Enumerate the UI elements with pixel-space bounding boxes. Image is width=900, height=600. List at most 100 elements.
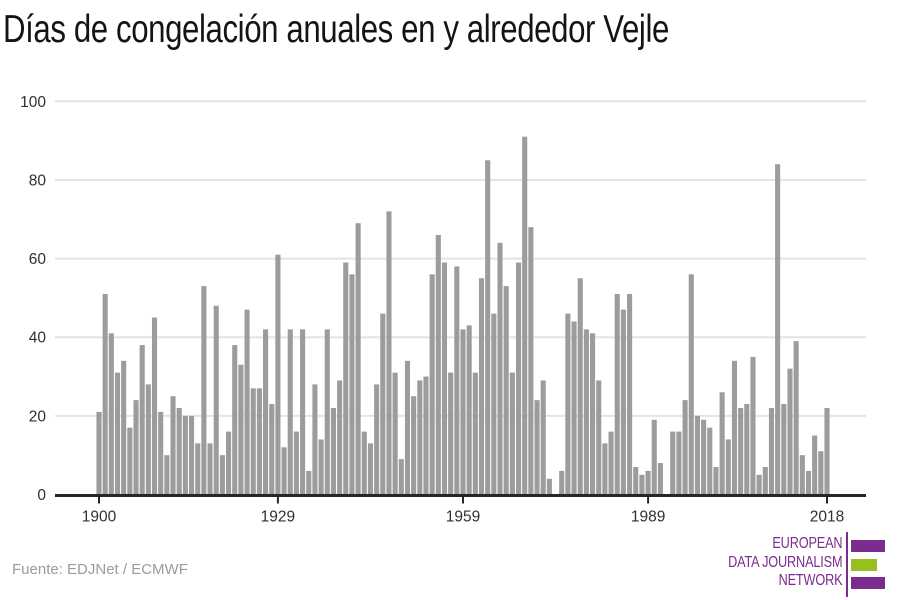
bar-1969[interactable] bbox=[522, 136, 528, 495]
bar-1930[interactable] bbox=[281, 447, 287, 495]
bar-1908[interactable] bbox=[145, 384, 151, 495]
bar-1960[interactable] bbox=[466, 325, 472, 495]
bar-1937[interactable] bbox=[324, 329, 330, 495]
bar-1914[interactable] bbox=[182, 415, 188, 495]
bar-1947[interactable] bbox=[386, 211, 392, 495]
bar-2000[interactable] bbox=[713, 466, 719, 495]
bar-1956[interactable] bbox=[441, 262, 448, 495]
bar-1909[interactable] bbox=[151, 317, 158, 495]
bar-2004[interactable] bbox=[738, 408, 744, 495]
bar-1900[interactable] bbox=[96, 411, 102, 495]
bar-1990[interactable] bbox=[651, 419, 657, 495]
bar-1918[interactable] bbox=[207, 443, 213, 495]
bar-1924[interactable] bbox=[244, 309, 250, 495]
bar-1936[interactable] bbox=[318, 439, 324, 495]
bar-1925[interactable] bbox=[250, 388, 256, 495]
bar-1940[interactable] bbox=[343, 262, 349, 495]
bar-1993[interactable] bbox=[670, 431, 676, 495]
bar-1923[interactable] bbox=[238, 364, 244, 495]
bar-1949[interactable] bbox=[398, 459, 404, 495]
bar-1968[interactable] bbox=[515, 262, 522, 495]
bar-1946[interactable] bbox=[380, 313, 386, 495]
bar-1916[interactable] bbox=[195, 443, 201, 495]
bar-1971[interactable] bbox=[534, 400, 540, 495]
bar-1979[interactable] bbox=[583, 329, 589, 495]
bar-1987[interactable] bbox=[633, 466, 639, 495]
bar-1984[interactable] bbox=[614, 293, 620, 495]
bar-1928[interactable] bbox=[269, 404, 275, 495]
bar-1951[interactable] bbox=[411, 396, 417, 495]
bar-2011[interactable] bbox=[781, 404, 787, 495]
bar-1988[interactable] bbox=[639, 474, 645, 495]
bar-2016[interactable] bbox=[812, 435, 818, 495]
bar-1985[interactable] bbox=[620, 309, 626, 495]
bar-1980[interactable] bbox=[590, 333, 596, 495]
bar-1950[interactable] bbox=[404, 360, 411, 495]
bar-1903[interactable] bbox=[114, 372, 121, 495]
bar-2002[interactable] bbox=[725, 439, 731, 495]
bar-2003[interactable] bbox=[731, 360, 738, 495]
bar-1966[interactable] bbox=[503, 286, 509, 495]
bar-1948[interactable] bbox=[392, 372, 398, 495]
bar-2008[interactable] bbox=[762, 466, 768, 495]
bar-2012[interactable] bbox=[787, 368, 793, 495]
bar-2005[interactable] bbox=[744, 404, 750, 495]
bar-1906[interactable] bbox=[133, 400, 139, 495]
bar-1933[interactable] bbox=[300, 329, 306, 495]
bar-1917[interactable] bbox=[201, 286, 207, 495]
bar-1995[interactable] bbox=[682, 400, 688, 495]
bar-1927[interactable] bbox=[263, 329, 269, 495]
bar-1986[interactable] bbox=[627, 293, 633, 495]
bar-1961[interactable] bbox=[472, 372, 478, 495]
bar-1965[interactable] bbox=[497, 242, 503, 495]
bar-1942[interactable] bbox=[355, 223, 361, 495]
bar-1998[interactable] bbox=[701, 419, 707, 495]
bar-1997[interactable] bbox=[694, 415, 700, 495]
bar-1907[interactable] bbox=[139, 345, 145, 495]
bar-2014[interactable] bbox=[799, 455, 805, 495]
bar-1935[interactable] bbox=[312, 384, 318, 495]
bar-1911[interactable] bbox=[164, 455, 170, 495]
bar-2013[interactable] bbox=[793, 341, 799, 495]
bar-1955[interactable] bbox=[435, 234, 441, 495]
bar-1981[interactable] bbox=[596, 380, 602, 495]
bar-1953[interactable] bbox=[423, 376, 429, 495]
bar-1931[interactable] bbox=[287, 329, 293, 495]
bar-2006[interactable] bbox=[750, 356, 756, 495]
bar-1970[interactable] bbox=[528, 227, 534, 495]
bar-1972[interactable] bbox=[540, 380, 546, 495]
bar-1945[interactable] bbox=[374, 384, 380, 495]
bar-1920[interactable] bbox=[219, 455, 225, 495]
bar-1964[interactable] bbox=[491, 313, 497, 495]
bar-1926[interactable] bbox=[256, 388, 262, 495]
bar-1978[interactable] bbox=[577, 278, 583, 495]
bar-1905[interactable] bbox=[127, 427, 133, 495]
bar-1913[interactable] bbox=[176, 408, 182, 495]
bar-1994[interactable] bbox=[676, 431, 682, 495]
bar-1939[interactable] bbox=[337, 380, 343, 495]
bar-1977[interactable] bbox=[571, 321, 577, 495]
bar-2010[interactable] bbox=[775, 164, 781, 495]
bar-2009[interactable] bbox=[768, 408, 775, 495]
bar-1922[interactable] bbox=[232, 345, 238, 495]
bar-1952[interactable] bbox=[417, 380, 423, 495]
bar-1910[interactable] bbox=[158, 411, 164, 495]
bar-1902[interactable] bbox=[108, 333, 114, 495]
bar-2015[interactable] bbox=[805, 470, 812, 495]
bar-1934[interactable] bbox=[306, 470, 312, 495]
bar-2017[interactable] bbox=[818, 451, 824, 495]
bar-1989[interactable] bbox=[645, 470, 651, 495]
bar-1983[interactable] bbox=[608, 431, 614, 495]
bar-1962[interactable] bbox=[478, 278, 485, 495]
bar-1982[interactable] bbox=[602, 443, 608, 495]
bar-1938[interactable] bbox=[330, 408, 336, 495]
bar-1915[interactable] bbox=[188, 415, 195, 495]
bar-2007[interactable] bbox=[756, 474, 762, 495]
bar-1991[interactable] bbox=[657, 463, 663, 495]
bar-1954[interactable] bbox=[429, 274, 435, 495]
bar-1904[interactable] bbox=[121, 360, 127, 495]
bar-1958[interactable] bbox=[454, 266, 460, 495]
bar-1929[interactable] bbox=[275, 254, 281, 495]
bar-1996[interactable] bbox=[688, 274, 694, 495]
bar-1919[interactable] bbox=[213, 305, 219, 495]
